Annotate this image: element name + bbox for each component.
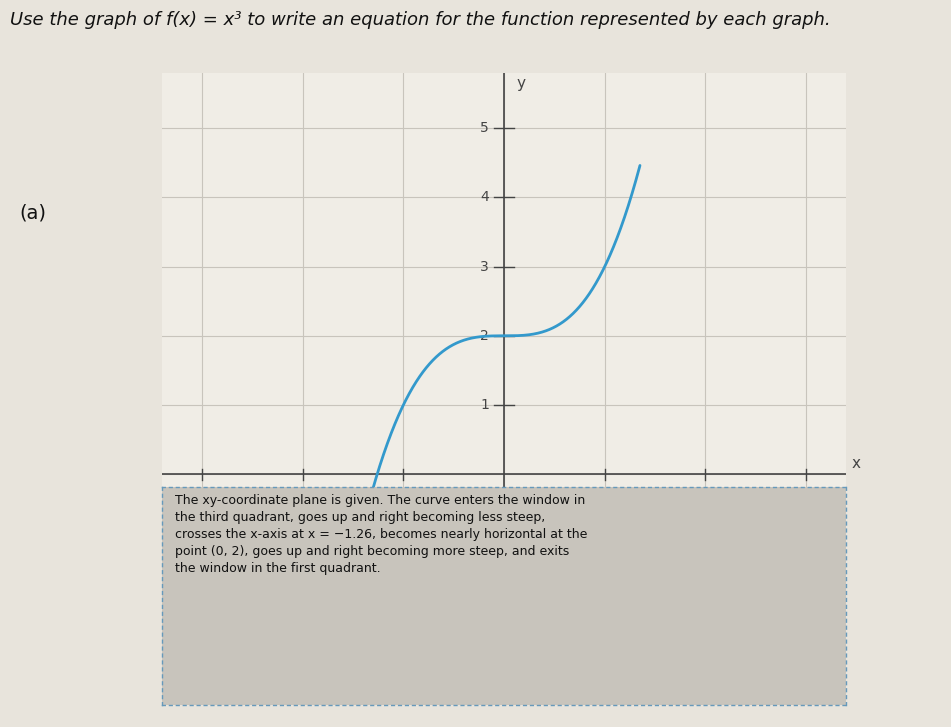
- Text: 2: 2: [701, 487, 709, 501]
- Text: 1: 1: [600, 487, 610, 501]
- Text: 1: 1: [480, 398, 489, 412]
- Text: The xy-coordinate plane is given. The curve enters the window in
the third quadr: The xy-coordinate plane is given. The cu…: [175, 494, 588, 574]
- Text: 3: 3: [480, 260, 489, 273]
- Text: 5: 5: [480, 121, 489, 135]
- Text: (a): (a): [19, 204, 46, 222]
- Text: -3: -3: [195, 487, 209, 501]
- Text: x: x: [851, 456, 861, 471]
- Text: -2: -2: [296, 487, 309, 501]
- Text: -1: -1: [397, 487, 410, 501]
- Text: y: y: [516, 76, 525, 91]
- Text: 2: 2: [480, 329, 489, 343]
- Text: Use the graph of f(x) = x³ to write an equation for the function represented by : Use the graph of f(x) = x³ to write an e…: [10, 11, 830, 29]
- Text: 4: 4: [480, 190, 489, 204]
- Text: 3: 3: [802, 487, 810, 501]
